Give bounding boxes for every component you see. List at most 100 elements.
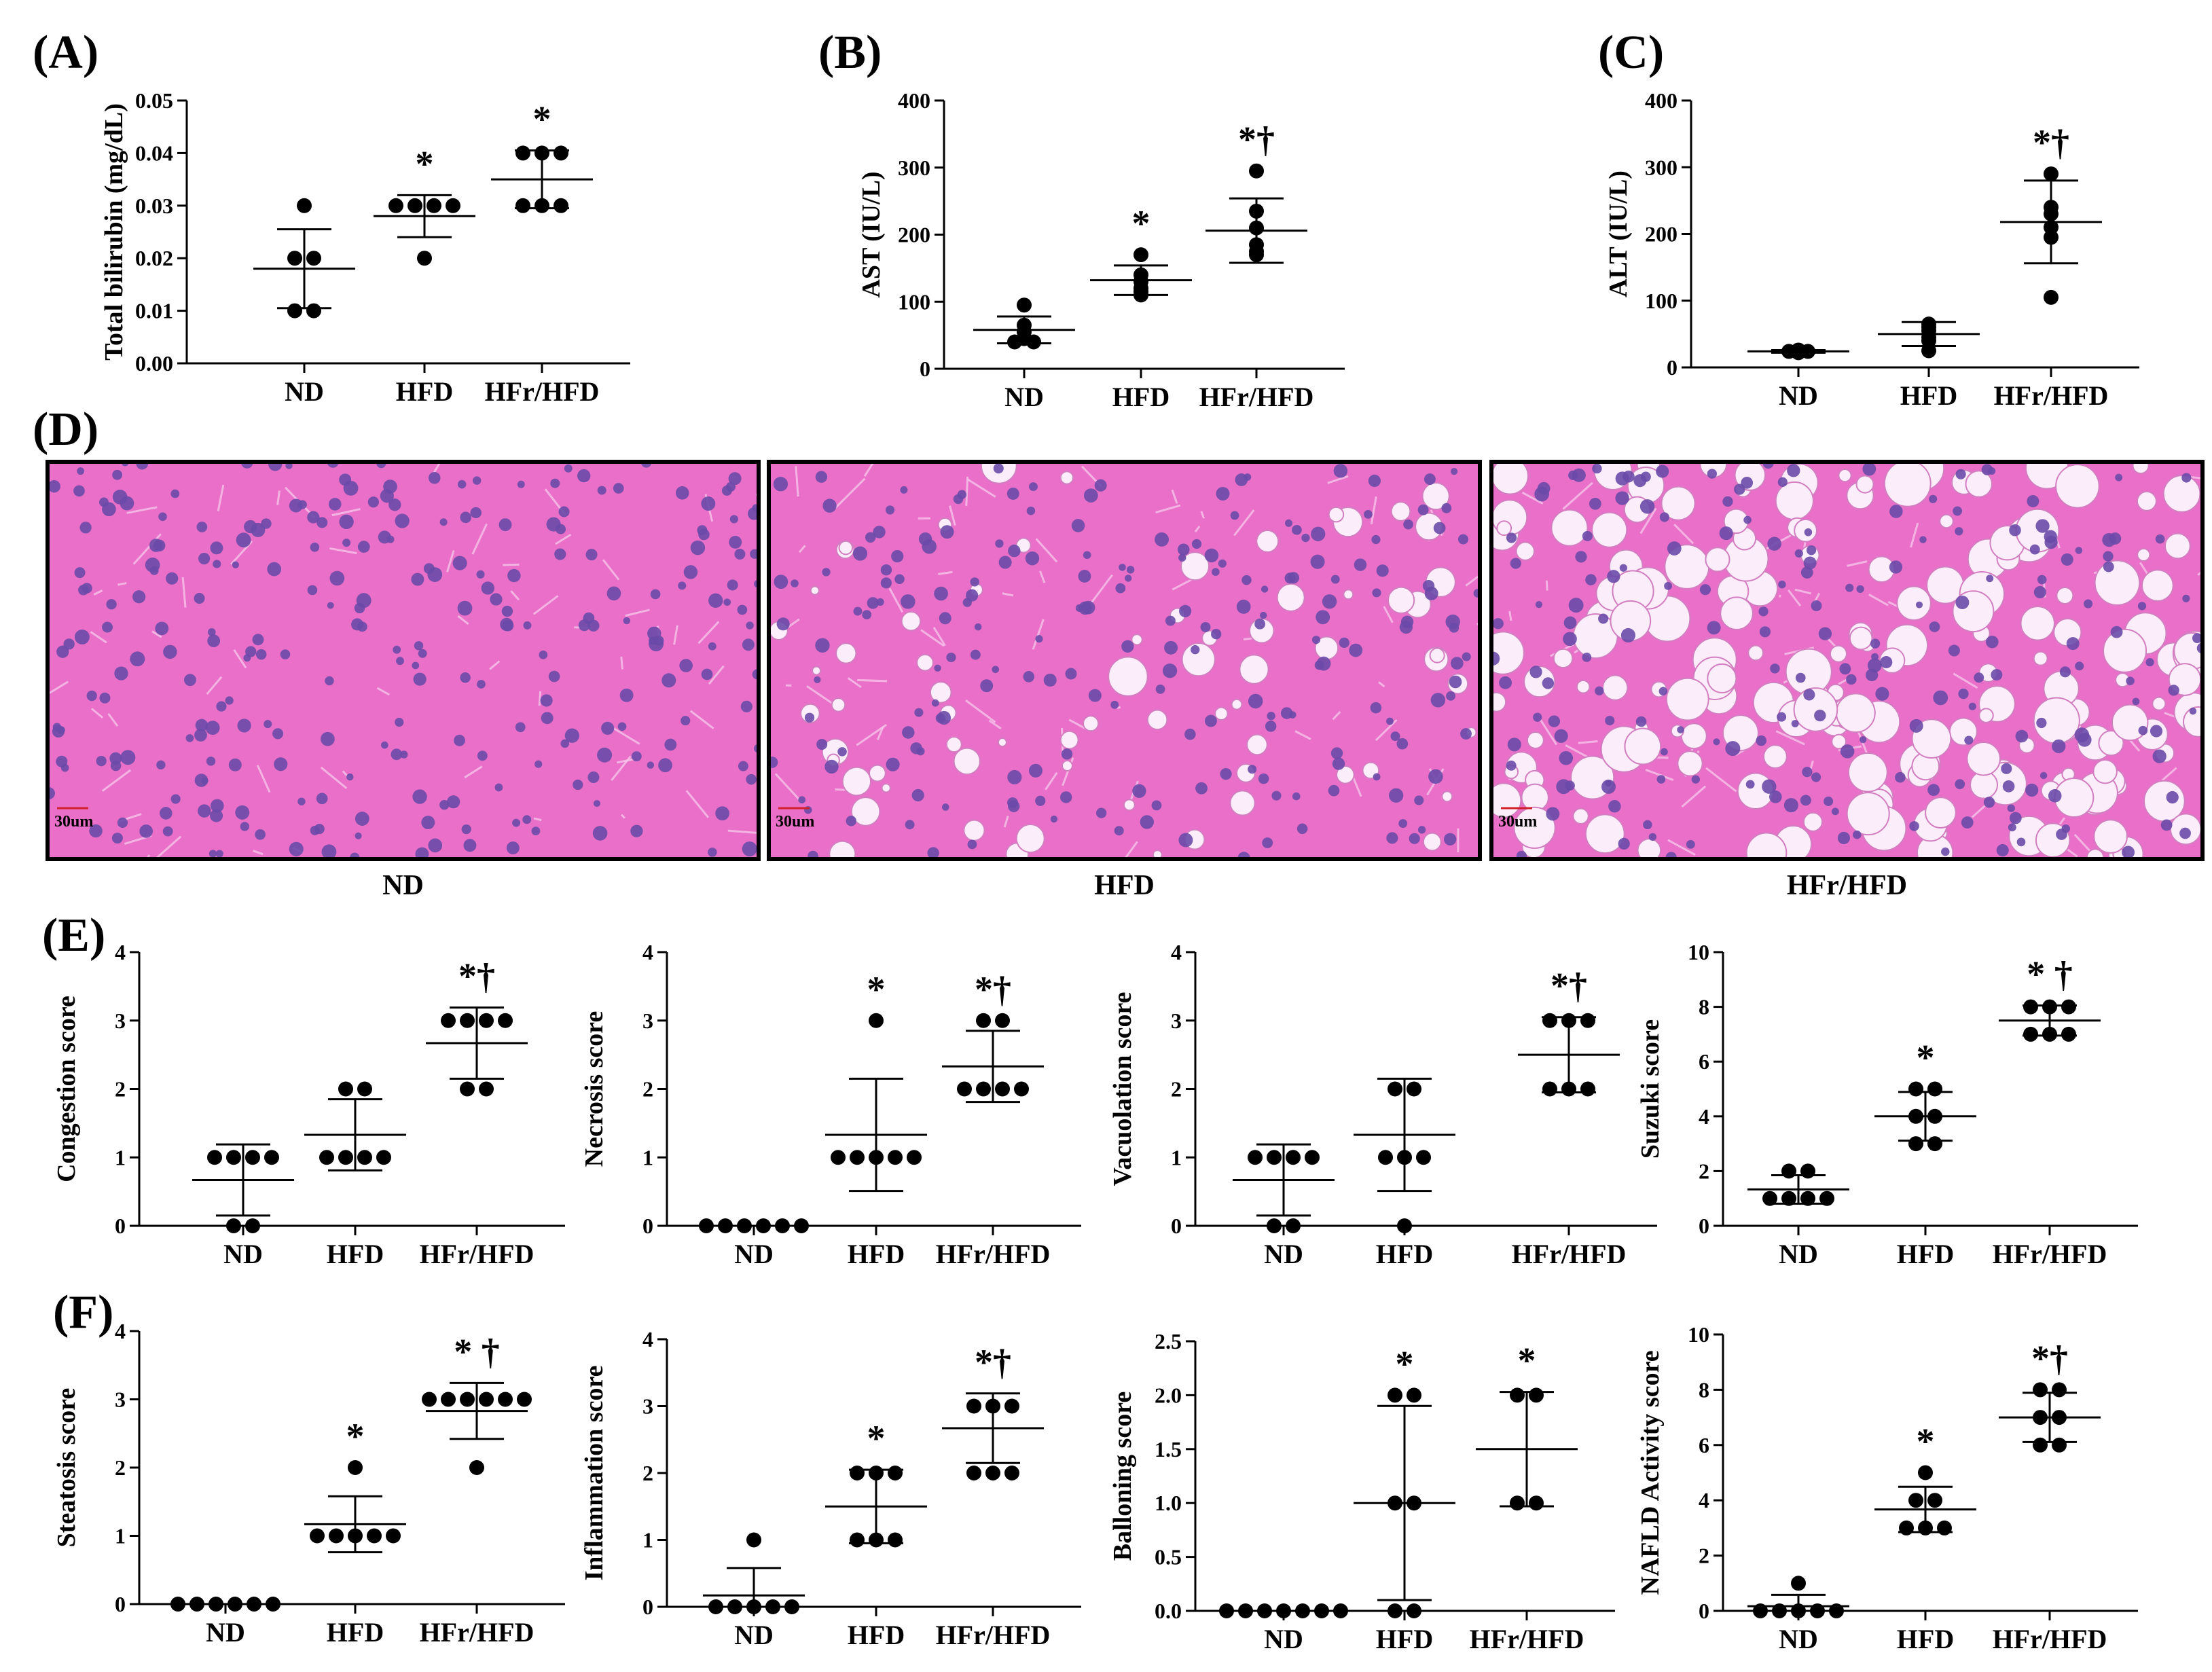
nucleus — [1800, 566, 1813, 579]
fat-vacuole — [1276, 583, 1305, 612]
nucleus — [321, 731, 335, 746]
nucleus — [1248, 765, 1257, 774]
nucleus — [894, 574, 905, 584]
sinusoid — [256, 765, 271, 793]
nucleus — [1656, 465, 1669, 478]
group-hfd: * — [1354, 1343, 1455, 1618]
group-hfd: * — [304, 1416, 406, 1554]
nucleus — [2181, 473, 2192, 483]
fat-vacuole — [1601, 674, 1629, 701]
y-tick-label: 0.0 — [1155, 1599, 1182, 1623]
nucleus — [111, 833, 123, 844]
nucleus — [56, 755, 68, 767]
x-category-label: HFr/HFD — [1512, 1239, 1627, 1269]
nucleus — [1870, 638, 1881, 649]
nucleus — [1028, 763, 1042, 778]
nucleus — [1933, 690, 1948, 706]
sinusoid — [920, 629, 945, 647]
nucleus — [1660, 748, 1668, 756]
nucleus — [776, 617, 790, 631]
fat-vacuole — [1978, 708, 1994, 723]
nucleus — [1955, 469, 1966, 479]
nucleus — [885, 505, 895, 515]
fat-vacuole — [1491, 691, 1507, 712]
nucleus — [439, 518, 448, 526]
x-category-label: ND — [734, 1239, 774, 1269]
data-point — [479, 1013, 494, 1028]
nucleus — [1968, 702, 1976, 710]
data-point — [850, 1532, 865, 1548]
nucleus — [1803, 556, 1817, 570]
nucleus — [523, 621, 532, 630]
nucleus — [690, 540, 706, 556]
sinusoid — [253, 850, 264, 856]
nucleus — [1961, 816, 1974, 829]
data-point — [1017, 297, 1032, 313]
nucleus — [1043, 673, 1057, 687]
x-category-label: HFD — [396, 376, 453, 407]
nucleus — [1441, 503, 1452, 513]
fat-vacuole — [1849, 626, 1873, 651]
y-axis-title: Inflammation score — [580, 1366, 609, 1581]
fat-vacuole — [2055, 464, 2100, 509]
x-category-label: HFD — [327, 1617, 384, 1648]
group-hfd: * — [374, 143, 475, 266]
sinusoid — [90, 708, 104, 719]
nucleus — [737, 604, 748, 615]
y-tick-label: 0.04 — [135, 141, 173, 165]
nucleus — [163, 644, 177, 659]
group-hfrhfd: *† — [942, 1342, 1044, 1480]
nucleus — [421, 816, 435, 830]
nucleus — [1639, 499, 1655, 514]
nucleus — [210, 799, 224, 813]
nucleus — [195, 719, 208, 732]
nucleus — [463, 839, 477, 852]
nucleus — [498, 518, 512, 532]
nucleus — [980, 679, 994, 693]
nucleus — [1333, 464, 1348, 478]
data-point — [869, 1013, 884, 1028]
nucleus — [1895, 771, 1906, 783]
nucleus — [1372, 588, 1381, 598]
nucleus — [940, 525, 954, 539]
data-point — [1927, 1081, 1942, 1097]
nucleus — [1491, 651, 1500, 666]
data-point — [1388, 1387, 1402, 1403]
data-point — [1026, 334, 1041, 350]
nucleus — [798, 796, 806, 804]
group-hfd — [1878, 316, 1980, 359]
nucleus — [1179, 604, 1192, 617]
y-tick-label: 3 — [1171, 1008, 1182, 1033]
y-tick-label: 0 — [115, 1214, 126, 1238]
fat-vacuole — [1705, 547, 1730, 573]
nucleus — [886, 757, 900, 771]
nucleus — [1615, 471, 1630, 486]
data-point — [1388, 1603, 1402, 1618]
nucleus — [1955, 779, 1965, 790]
nucleus — [1955, 596, 1970, 610]
nucleus — [2002, 780, 2015, 793]
nucleus — [846, 816, 856, 826]
nucleus — [1267, 712, 1275, 721]
nucleus — [1589, 497, 1601, 510]
nucleus — [205, 721, 220, 735]
nucleus — [560, 739, 570, 748]
nucleus — [2179, 827, 2191, 839]
nucleus — [804, 712, 815, 723]
nucleus — [1909, 821, 1919, 831]
fat-vacuole — [1965, 470, 1993, 498]
nucleus — [447, 795, 460, 809]
scale-bar-label: 30um — [776, 813, 814, 831]
fat-vacuole — [1747, 644, 1764, 661]
nucleus — [1025, 551, 1040, 566]
panel-label-f: (F) — [53, 1286, 113, 1339]
nucleus — [1414, 795, 1424, 805]
y-tick-label: 3 — [115, 1387, 126, 1412]
nucleus — [423, 563, 435, 575]
nucleus — [1178, 833, 1193, 848]
nucleus — [454, 734, 465, 746]
y-tick-label: 2 — [1699, 1544, 1709, 1568]
nucleus — [325, 676, 334, 686]
data-point — [367, 1528, 382, 1544]
